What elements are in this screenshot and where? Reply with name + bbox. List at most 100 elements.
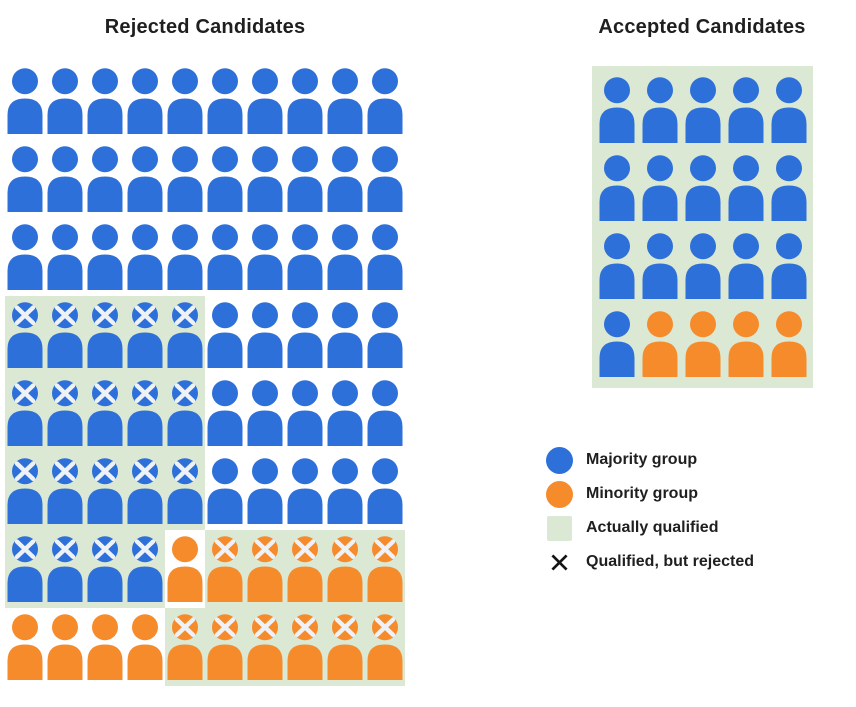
person-majority (285, 218, 325, 296)
person-x-icon (207, 536, 243, 602)
person-minority-qualified-rejected (205, 608, 245, 686)
person-majority (205, 62, 245, 140)
person-x-icon (247, 536, 283, 602)
person-minority (638, 305, 681, 383)
person-icon (127, 146, 163, 212)
person-x-icon (47, 302, 83, 368)
person-majority (245, 140, 285, 218)
person-majority (325, 140, 365, 218)
person-x-icon (87, 458, 123, 524)
legend-label-majority: Majority group (586, 451, 698, 468)
person-majority (205, 296, 245, 374)
person-icon (728, 155, 763, 221)
person-majority (365, 140, 405, 218)
person-icon (287, 458, 323, 524)
person-x-icon (87, 302, 123, 368)
person-majority (595, 149, 638, 227)
person-icon (287, 380, 323, 446)
legend-label-rejected-x: Qualified, but rejected (586, 553, 755, 570)
person-x-icon (167, 380, 203, 446)
person-majority-qualified-rejected (85, 452, 125, 530)
person-majority (767, 149, 810, 227)
person-majority (681, 227, 724, 305)
person-icon (127, 224, 163, 290)
person-minority (125, 608, 165, 686)
person-icon (771, 311, 806, 377)
person-icon (247, 458, 283, 524)
legend-item-majority: Majority group (545, 446, 754, 474)
person-majority (85, 140, 125, 218)
person-icon (127, 614, 163, 680)
person-x-icon (127, 536, 163, 602)
person-majority (285, 140, 325, 218)
person-x-icon (167, 458, 203, 524)
person-icon (167, 68, 203, 134)
person-majority (365, 218, 405, 296)
person-icon (327, 224, 363, 290)
person-x-icon (327, 614, 363, 680)
person-majority-qualified-rejected (125, 296, 165, 374)
person-minority-qualified-rejected (365, 608, 405, 686)
legend-label-minority: Minority group (586, 485, 698, 502)
person-majority-qualified-rejected (5, 296, 45, 374)
person-icon (685, 155, 720, 221)
person-minority (45, 608, 85, 686)
person-icon (642, 77, 677, 143)
person-minority-qualified-rejected (245, 608, 285, 686)
person-minority-qualified-rejected (325, 608, 365, 686)
person-majority (245, 296, 285, 374)
person-majority (595, 71, 638, 149)
person-majority (205, 374, 245, 452)
person-majority (724, 149, 767, 227)
legend-item-qualified: Actually qualified (545, 514, 754, 542)
rejected-x-swatch (545, 553, 573, 572)
person-x-icon (167, 614, 203, 680)
person-majority (125, 62, 165, 140)
person-icon (207, 380, 243, 446)
person-majority (125, 140, 165, 218)
person-icon (685, 77, 720, 143)
person-majority (205, 140, 245, 218)
person-majority (245, 452, 285, 530)
person-x-icon (127, 380, 163, 446)
person-majority (595, 227, 638, 305)
person-x-icon (7, 458, 43, 524)
person-minority-qualified-rejected (285, 530, 325, 608)
person-x-icon (287, 614, 323, 680)
person-majority-qualified-rejected (45, 452, 85, 530)
person-majority (165, 140, 205, 218)
person-icon (367, 68, 403, 134)
person-majority (5, 62, 45, 140)
minority-swatch (545, 480, 573, 508)
person-x-icon (247, 614, 283, 680)
person-majority (724, 227, 767, 305)
person-icon (207, 68, 243, 134)
person-icon (87, 68, 123, 134)
person-icon (642, 233, 677, 299)
person-icon (247, 68, 283, 134)
person-majority (45, 62, 85, 140)
person-majority-qualified-rejected (125, 530, 165, 608)
person-majority (325, 296, 365, 374)
person-majority (85, 62, 125, 140)
person-icon (599, 77, 634, 143)
person-majority (638, 149, 681, 227)
person-majority (681, 71, 724, 149)
person-icon (327, 458, 363, 524)
person-icon (207, 146, 243, 212)
qualified-square-icon (546, 515, 572, 541)
person-icon (7, 614, 43, 680)
person-icon (728, 77, 763, 143)
person-icon (728, 311, 763, 377)
person-icon (247, 302, 283, 368)
person-icon (771, 77, 806, 143)
person-majority-qualified-rejected (5, 530, 45, 608)
person-majority (245, 218, 285, 296)
person-icon (685, 311, 720, 377)
person-minority-qualified-rejected (325, 530, 365, 608)
person-x-icon (167, 302, 203, 368)
person-icon (167, 146, 203, 212)
person-icon (87, 614, 123, 680)
person-majority (125, 218, 165, 296)
